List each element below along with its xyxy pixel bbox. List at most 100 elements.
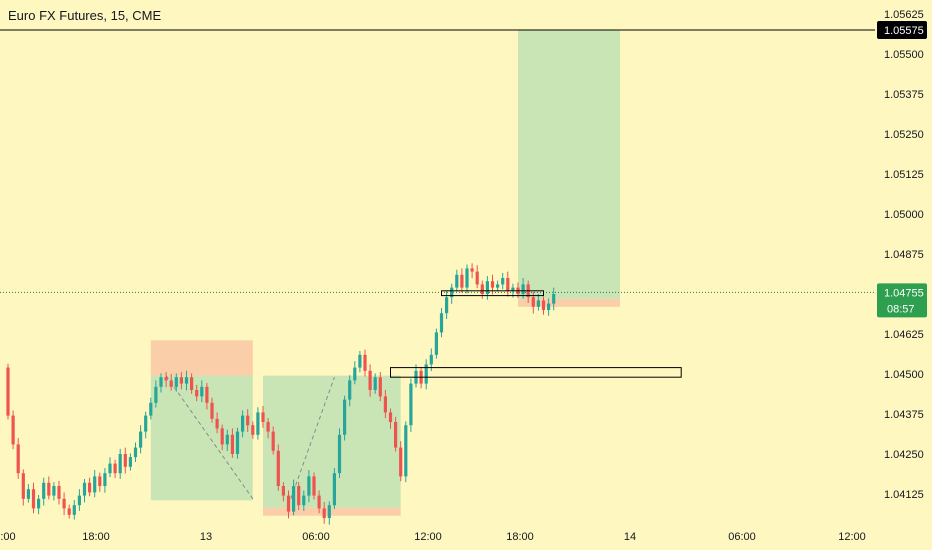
candle-body — [195, 390, 199, 397]
candle-body — [200, 386, 204, 397]
candle-body — [450, 287, 454, 298]
candle-body — [256, 412, 260, 435]
x-tick-label: :00 — [0, 531, 15, 543]
candle-body — [128, 457, 132, 467]
candle-body — [123, 454, 127, 467]
y-tick-label: 1.05000 — [884, 209, 924, 221]
candle-body — [541, 300, 546, 310]
long-position-2-loss-zone — [518, 298, 620, 307]
candle-body — [210, 402, 214, 419]
candle-body — [511, 287, 515, 291]
y-tick-label: 1.04500 — [884, 369, 924, 381]
candle-body — [521, 284, 525, 294]
short-position-loss-zone — [150, 340, 253, 376]
candle-body — [409, 383, 413, 426]
candle-body — [388, 412, 393, 422]
candle-body — [302, 495, 306, 506]
candle-body — [445, 297, 449, 314]
black-line-price-badge — [877, 21, 927, 39]
candle-body — [205, 386, 209, 403]
candle-body — [378, 377, 382, 397]
x-tick-label: 06:00 — [302, 531, 330, 543]
y-tick-label: 1.04375 — [884, 409, 924, 421]
long-position-2-profit-zone — [518, 30, 620, 299]
candle-body — [496, 284, 500, 288]
candle-body — [133, 447, 138, 458]
candle-body — [215, 418, 219, 429]
candle-body — [368, 370, 372, 390]
candle-body — [190, 377, 194, 390]
x-tick-label: 13 — [200, 531, 212, 543]
candle-body — [475, 271, 479, 285]
candle-body — [72, 505, 76, 515]
candle-body — [292, 486, 296, 512]
candle-body — [271, 431, 275, 451]
candle-body — [286, 495, 291, 512]
long-position-loss-zone — [263, 507, 401, 516]
y-tick-label: 1.05625 — [884, 9, 924, 21]
candle-body — [439, 313, 444, 333]
candle-body — [220, 428, 224, 445]
candle-body — [6, 367, 10, 416]
candle-body — [47, 482, 51, 496]
candle-body — [353, 367, 357, 381]
candle-body — [108, 463, 112, 474]
candle-body — [31, 489, 36, 509]
candle-body — [62, 498, 66, 509]
candle-body — [251, 425, 255, 435]
candle-body — [159, 377, 163, 387]
candle-body — [113, 463, 117, 474]
y-tick-label: 1.05250 — [884, 129, 924, 141]
small-box — [441, 290, 544, 297]
candle-body — [312, 476, 316, 496]
candle-body — [348, 380, 352, 400]
candle-body — [82, 482, 87, 496]
candle-body — [230, 434, 234, 454]
candle-body — [460, 274, 464, 288]
candle-body — [164, 377, 168, 381]
candle-body — [373, 377, 377, 390]
candle-body — [394, 422, 398, 448]
candle-body — [139, 431, 143, 448]
current-price-badge — [877, 283, 927, 318]
candle-body — [358, 354, 362, 368]
candle-body — [490, 281, 495, 288]
candle-body — [16, 444, 20, 474]
candle-body — [485, 281, 489, 294]
current-price-label: 1.04755 — [884, 287, 924, 299]
candle-body — [480, 284, 484, 294]
candle-body — [501, 278, 505, 285]
candle-body — [404, 425, 408, 477]
candle-body — [93, 476, 97, 493]
candle-body — [144, 415, 148, 432]
y-tick-label: 1.05375 — [884, 89, 924, 101]
candle-body — [465, 268, 469, 288]
y-tick-label: 1.04250 — [884, 449, 924, 461]
candle-body — [424, 364, 428, 384]
black-line-price-label: 1.05575 — [884, 25, 924, 37]
y-tick-label: 1.04125 — [884, 489, 924, 501]
candle-body — [246, 415, 250, 426]
y-tick-label: 1.05125 — [884, 169, 924, 181]
candle-body — [169, 380, 173, 387]
x-tick-label: 12:00 — [838, 531, 866, 543]
y-tick-label: 1.04625 — [884, 329, 924, 341]
candle-body — [470, 268, 474, 272]
candle-body — [118, 454, 122, 474]
candle-body — [536, 300, 540, 307]
candle-body — [363, 354, 367, 371]
candle-body — [235, 431, 240, 454]
candle-body — [103, 473, 107, 486]
candle-body — [77, 495, 81, 506]
candle-body — [241, 415, 245, 432]
y-tick-label: 1.04875 — [884, 249, 924, 261]
candle-body — [322, 508, 326, 518]
candle-body — [11, 415, 15, 445]
candle-body — [88, 482, 92, 493]
x-tick-label: 18:00 — [506, 531, 534, 543]
candle-body — [332, 473, 336, 506]
candle-body — [506, 278, 510, 291]
candle-body — [225, 434, 229, 445]
x-tick-label: 06:00 — [728, 531, 756, 543]
